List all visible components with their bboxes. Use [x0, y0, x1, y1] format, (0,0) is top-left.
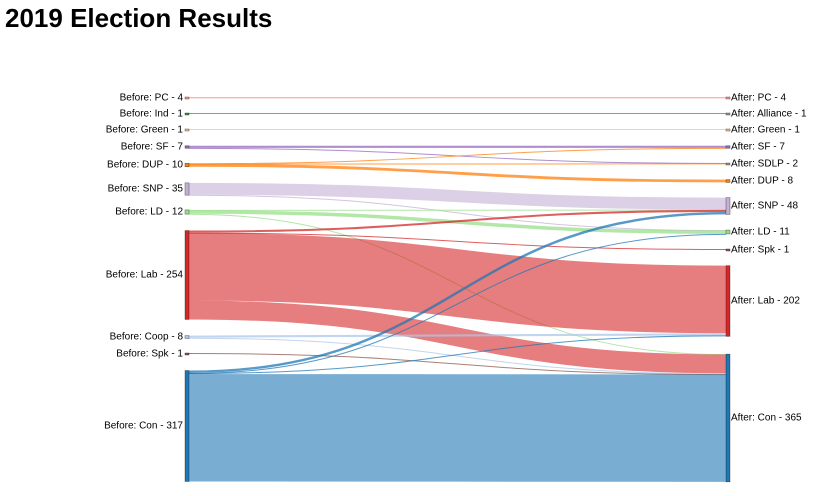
- before-label-con: Before: Con - 317: [104, 421, 183, 432]
- before-node-snp: [184, 182, 190, 196]
- flow-link-spk-to-con: [188, 353, 727, 376]
- flow-link-con-to-snp: [188, 211, 727, 373]
- flow-link-dup-to-sf: [188, 147, 727, 165]
- before-node-ind: [184, 112, 190, 116]
- page-title: 2019 Election Results: [5, 3, 273, 33]
- before-node-sf: [184, 145, 190, 149]
- flow-link-lab-to-con: [188, 300, 727, 374]
- after-node-con: [725, 353, 731, 483]
- after-label-pc: After: PC - 4: [731, 93, 786, 104]
- after-label-alliance: After: Alliance - 1: [731, 109, 807, 120]
- before-label-lab: Before: Lab - 254: [106, 270, 184, 281]
- after-node-pc: [725, 96, 731, 100]
- before-node-con: [184, 370, 190, 482]
- after-node-spk: [725, 248, 731, 252]
- after-node-sdlp: [725, 162, 731, 166]
- after-node-snp: [725, 197, 731, 215]
- before-node-pc: [184, 96, 190, 100]
- flow-link-snp-to-snp: [188, 182, 727, 210]
- before-node-spk: [184, 352, 190, 356]
- before-label-pc: Before: PC - 4: [120, 93, 184, 104]
- after-node-lab: [725, 265, 731, 337]
- flow-link-lab-to-spk: [188, 232, 727, 250]
- before-label-ld: Before: LD - 12: [115, 207, 183, 218]
- flow-link-lab-to-lab: [188, 233, 727, 334]
- after-label-sf: After: SF - 7: [731, 142, 785, 153]
- sankey-nodes: [184, 96, 731, 483]
- after-label-lab: After: Lab - 202: [731, 296, 800, 307]
- before-node-lab: [184, 230, 190, 320]
- flow-link-con-to-lab: [188, 335, 727, 375]
- flow-link-con-to-ld: [188, 233, 727, 374]
- after-node-dup: [725, 179, 731, 183]
- before-label-snp: Before: SNP - 35: [108, 184, 184, 195]
- before-label-green: Before: Green - 1: [106, 125, 184, 136]
- before-label-sf: Before: SF - 7: [121, 142, 184, 153]
- before-node-green: [184, 128, 190, 132]
- before-node-dup: [184, 163, 190, 167]
- flow-link-lab-to-snp: [188, 209, 727, 233]
- flow-link-coop-to-con: [188, 337, 727, 375]
- after-label-ld: After: LD - 11: [731, 227, 790, 238]
- after-label-green: After: Green - 1: [731, 125, 800, 136]
- flow-link-snp-to-ld: [188, 194, 727, 232]
- before-node-coop: [184, 335, 190, 339]
- before-node-ld: [184, 209, 190, 215]
- before-label-spk: Before: Spk - 1: [116, 349, 183, 360]
- sankey-labels: Before: PC - 4 Before: Ind - 1 Before: Gre…: [104, 93, 807, 432]
- after-label-spk: After: Spk - 1: [731, 245, 790, 256]
- after-label-dup: After: DUP - 8: [731, 176, 793, 187]
- before-label-dup: Before: DUP - 10: [107, 160, 183, 171]
- before-label-coop: Before: Coop - 8: [110, 332, 184, 343]
- flow-link-coop-to-lab: [188, 333, 727, 338]
- after-node-alliance: [725, 112, 731, 116]
- after-label-snp: After: SNP - 48: [731, 201, 799, 212]
- after-node-sf: [725, 145, 731, 149]
- after-label-sdlp: After: SDLP - 2: [731, 159, 799, 170]
- before-label-ind: Before: Ind - 1: [120, 109, 184, 120]
- after-node-green: [725, 128, 731, 132]
- after-node-ld: [725, 229, 731, 235]
- after-label-con: After: Con - 365: [731, 413, 802, 424]
- flow-link-dup-to-dup: [188, 163, 727, 183]
- sankey-links: [188, 96, 727, 482]
